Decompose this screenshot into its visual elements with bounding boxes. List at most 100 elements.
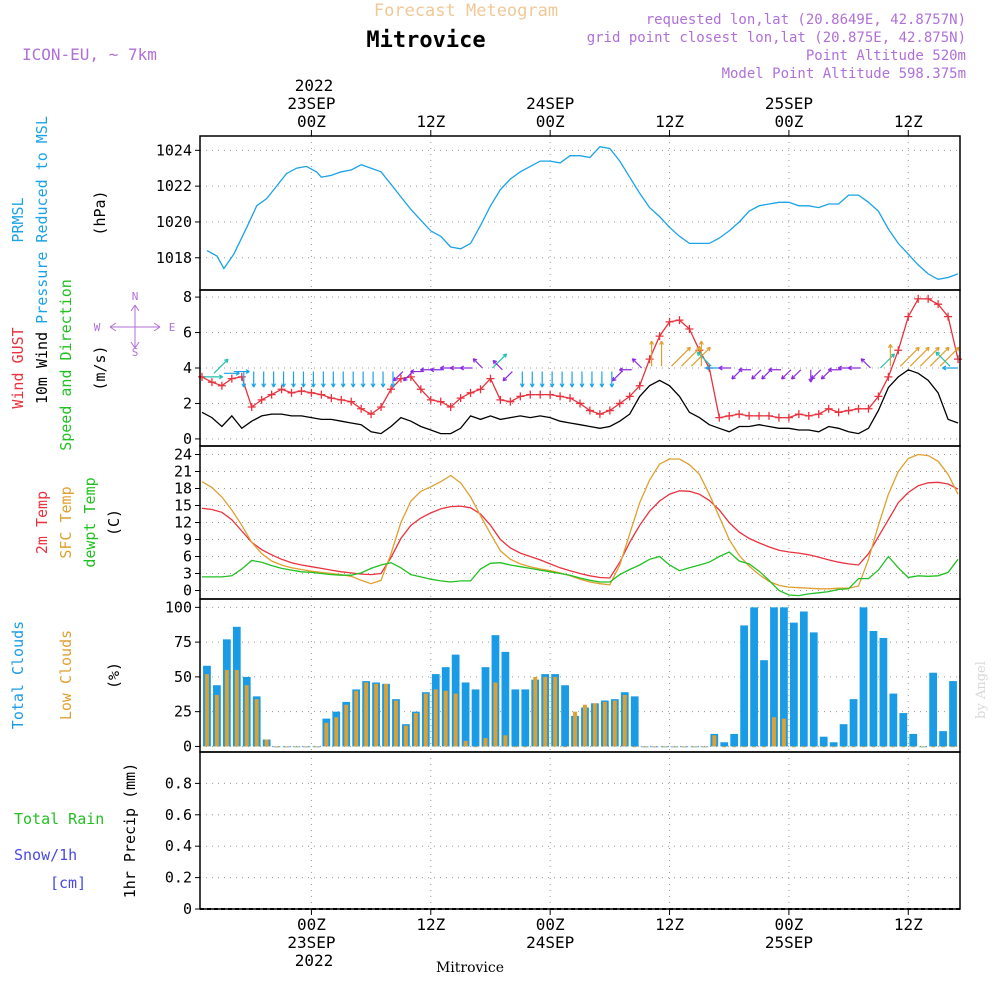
- bar-low-clouds: [801, 746, 806, 748]
- bar-low-clouds: [622, 694, 627, 747]
- bar-low-clouds: [254, 699, 259, 747]
- wind-arrow: [430, 367, 443, 373]
- time-label-top: 00Z: [774, 112, 803, 131]
- axis-label: Pressure Reduced to MSL: [33, 116, 51, 324]
- footer-station: Mitrovice: [436, 960, 504, 976]
- wind-arrow: [599, 371, 605, 388]
- bar-total-clouds: [770, 607, 778, 747]
- bar-total-clouds: [839, 724, 848, 747]
- ytick-label: 0.8: [165, 774, 192, 792]
- axis-label: dewpt Temp: [81, 477, 99, 567]
- wind-arrow: [909, 346, 930, 367]
- gust-marker: [884, 372, 893, 381]
- wind-arrow: [539, 371, 545, 388]
- bar-low-clouds: [234, 669, 239, 747]
- wind-arrow: [350, 371, 356, 388]
- gust-marker: [635, 381, 644, 390]
- gust-marker: [436, 397, 445, 406]
- axis-label: SFC Temp: [57, 486, 75, 558]
- gust-marker: [794, 410, 803, 419]
- precip-legend-label: Snow/1h: [14, 846, 77, 864]
- gust-marker: [645, 355, 654, 364]
- bar-total-clouds: [799, 611, 808, 747]
- time-label-bottom: 12Z: [416, 915, 445, 934]
- gust-marker: [874, 392, 883, 401]
- date-label-bottom: 24SEP: [526, 933, 574, 952]
- wind-arrow: [820, 369, 832, 380]
- gust-marker: [576, 399, 584, 408]
- bar-low-clouds: [901, 746, 906, 748]
- gust-marker: [416, 385, 425, 394]
- wind-arrow: [619, 367, 632, 373]
- bar-total-clouds: [461, 682, 470, 747]
- bar-low-clouds: [632, 746, 637, 748]
- compass-arrowheads: [109, 304, 161, 349]
- bar-low-clouds: [871, 746, 876, 748]
- ytick-label: 0.4: [165, 837, 192, 855]
- bar-low-clouds: [573, 711, 577, 747]
- gust-marker: [625, 392, 634, 401]
- date-label-bottom: 25SEP: [765, 933, 813, 952]
- bar-total-clouds: [899, 713, 908, 747]
- bar-low-clouds: [831, 746, 836, 748]
- bar-low-clouds: [354, 690, 359, 747]
- series-line-prmsl: [206, 145, 959, 280]
- wind-arrow: [718, 365, 732, 371]
- ytick-label: 2: [183, 394, 192, 412]
- ytick-label: 24: [174, 446, 192, 464]
- bar-low-clouds: [344, 704, 349, 747]
- gust-marker: [267, 390, 276, 399]
- bar-low-clouds: [662, 746, 667, 748]
- wind-arrow: [403, 371, 414, 382]
- gust-marker: [257, 395, 266, 404]
- bar-low-clouds: [384, 683, 388, 747]
- wind-arrow: [939, 346, 960, 367]
- axis-label: PRMSL: [9, 197, 27, 242]
- bar-total-clouds: [789, 622, 798, 747]
- gust-marker: [466, 388, 475, 397]
- bar-low-clouds: [563, 746, 568, 748]
- gust-marker: [386, 385, 395, 394]
- panel-wind: 0 2 4 6 8 Wind GUST 10m Wind Speed and Directio…: [9, 279, 963, 451]
- bar-low-clouds: [374, 683, 379, 747]
- gust-marker: [357, 404, 366, 413]
- ytick-label: 1022: [156, 177, 192, 195]
- bar-total-clouds: [780, 607, 788, 747]
- bar-low-clouds: [672, 746, 677, 748]
- axis-label: (hPa): [91, 190, 109, 235]
- wind-arrow: [696, 351, 712, 367]
- wind-arrow: [929, 346, 950, 367]
- ytick-label: 4: [183, 359, 192, 377]
- wind-arrow: [579, 371, 585, 388]
- wind-arrow: [492, 359, 503, 371]
- bar-low-clouds: [941, 746, 946, 748]
- bar-total-clouds: [511, 689, 520, 747]
- gust-marker: [824, 404, 833, 413]
- wind-arrow: [761, 369, 772, 380]
- wind-arrow: [942, 365, 959, 371]
- time-label-bottom: 00Z: [536, 915, 565, 934]
- gust-marker: [307, 388, 316, 397]
- panel-clouds: 0 25 50 75 100 Total Clouds Low Clouds (%): [9, 598, 961, 755]
- gust-marker: [904, 312, 913, 321]
- series-line-dewpt-temp: [202, 551, 959, 597]
- axis-label: Speed and Direction: [57, 279, 75, 451]
- ytick-label: 6: [183, 548, 192, 566]
- bar-total-clouds: [521, 689, 530, 747]
- gust-marker: [247, 403, 256, 411]
- bar-low-clouds: [642, 746, 647, 748]
- gust-marker: [337, 395, 346, 404]
- wind-arrow: [271, 371, 277, 388]
- bar-low-clouds: [443, 690, 448, 747]
- gust-marker: [675, 316, 684, 325]
- gust-marker: [317, 390, 326, 399]
- bar-low-clouds: [473, 746, 478, 748]
- time-label-bottom: 00Z: [774, 915, 803, 934]
- bar-low-clouds: [274, 746, 279, 748]
- gust-marker: [516, 392, 525, 401]
- gust-marker: [367, 410, 376, 419]
- gust-marker: [774, 413, 783, 422]
- ytick-label: 0: [183, 582, 192, 600]
- bar-low-clouds: [244, 685, 249, 747]
